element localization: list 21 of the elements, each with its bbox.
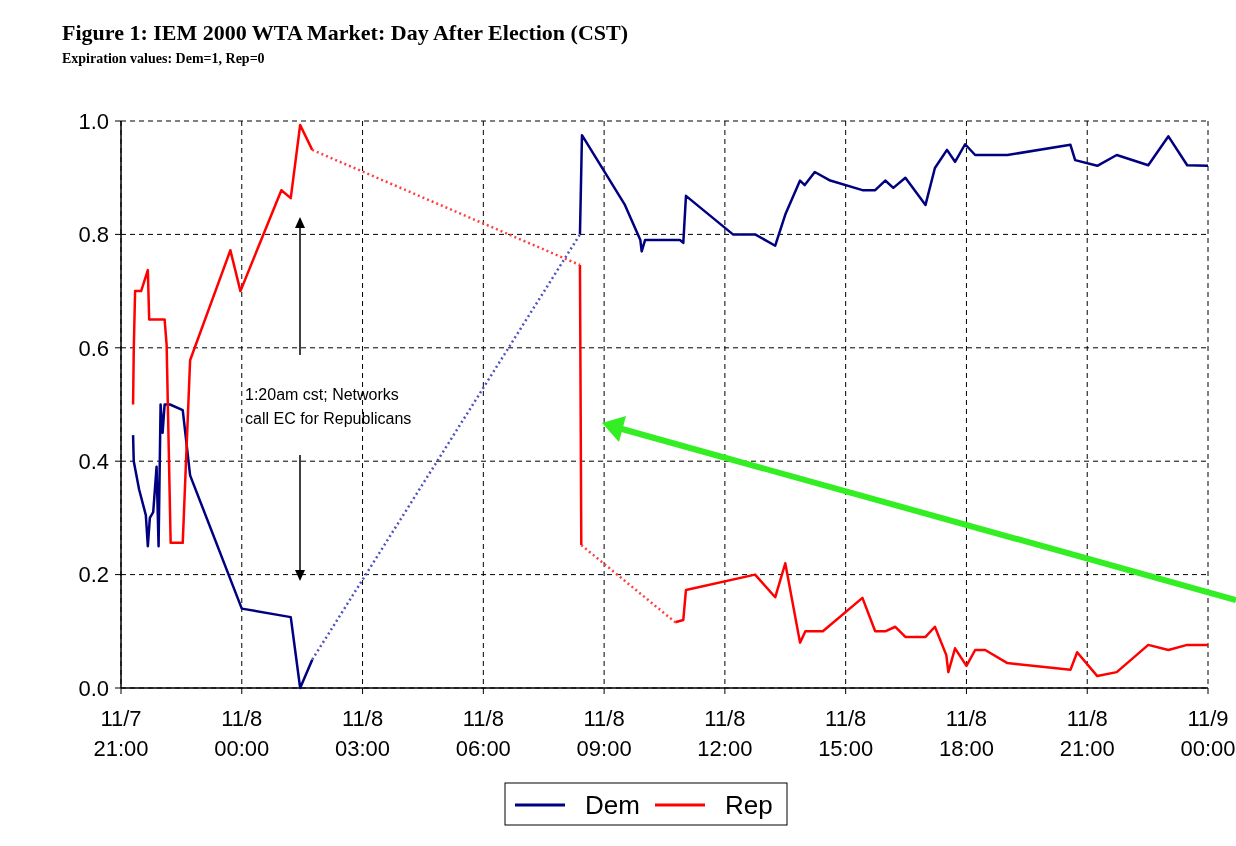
y-tick-label: 1.0 bbox=[78, 108, 109, 134]
x-tick-label: 11/8 03:00 bbox=[335, 706, 391, 761]
y-tick-label: 0.8 bbox=[78, 222, 109, 248]
x-tick-label: 11/8 06:00 bbox=[455, 706, 511, 761]
x-tick-label: 11/8 12:00 bbox=[697, 706, 753, 761]
y-tick-label: 0.6 bbox=[78, 335, 109, 361]
legend-label: Rep bbox=[725, 790, 773, 821]
chart-subtitle: Expiration values: Dem=1, Rep=0 bbox=[62, 51, 265, 66]
x-tick-label: 11/7 21:00 bbox=[93, 706, 149, 761]
y-tick-label: 0.0 bbox=[78, 675, 109, 701]
x-tick-label: 11/9 00:00 bbox=[1180, 706, 1236, 761]
legend-label: Dem bbox=[585, 790, 640, 821]
x-tick-label: 11/8 18:00 bbox=[938, 706, 994, 761]
annotation: 1:20am cst; Networks call EC for Republicans bbox=[245, 386, 412, 427]
x-tick-label: 11/8 00:00 bbox=[214, 706, 270, 761]
x-tick-label: 11/8 15:00 bbox=[818, 706, 874, 761]
x-tick-label: 11/8 21:00 bbox=[1059, 706, 1115, 761]
x-tick-label: 11/8 09:00 bbox=[576, 706, 632, 761]
y-tick-label: 0.2 bbox=[78, 562, 109, 588]
chart-title: Figure 1: IEM 2000 WTA Market: Day After Election (CST) bbox=[62, 20, 629, 45]
y-tick-label: 0.4 bbox=[78, 448, 109, 474]
